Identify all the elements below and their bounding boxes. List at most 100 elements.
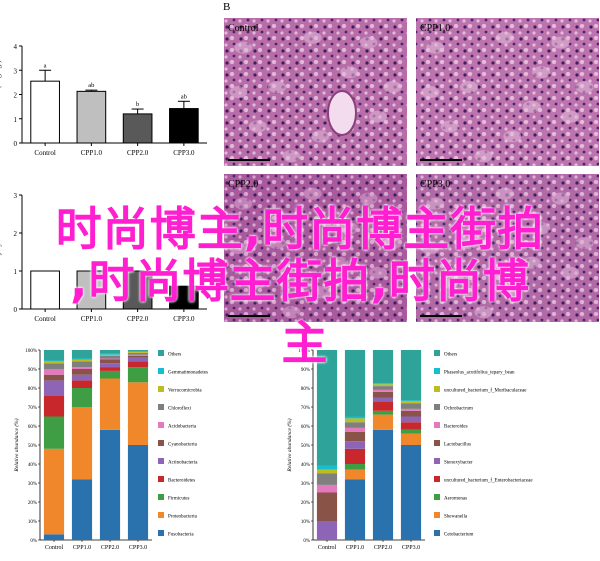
legend-swatch (434, 494, 440, 500)
legend-label: Gemmatimonadetes (168, 371, 208, 376)
bar (122, 113, 153, 144)
lipid-droplet (359, 36, 378, 49)
legend-label: Cetobacterium (444, 533, 474, 538)
stack-segment (43, 374, 65, 381)
stack-segment (43, 448, 65, 535)
lipid-droplet (229, 242, 248, 254)
legend-label: Aeromonas (444, 497, 467, 502)
significance-letter: ab (88, 82, 94, 89)
liver-injury-score-bar-chart: 0 1 2 3 Liver injury score Control CPP1.0 CPP2.… (0, 192, 207, 323)
genus-abundance-stacked-chart: 0% 10% 20% 30% 40% 50% 60% 70% 80% 90% 100% Relativ… (286, 349, 533, 551)
significance-letter: b (136, 101, 139, 108)
legend-swatch (434, 476, 440, 482)
legend-label: Others (168, 353, 181, 358)
lipid-droplet (421, 242, 440, 254)
legend-swatch (158, 368, 164, 374)
stack-segment (400, 403, 422, 409)
stack-segment (127, 355, 149, 358)
y-tick-label: 10% (28, 520, 37, 525)
x-tick-label: CPP1.0 (346, 545, 364, 551)
lipid-droplet (474, 150, 493, 163)
lipid-droplet (303, 187, 322, 200)
stack-segment (127, 354, 149, 356)
stack-segment (71, 380, 93, 388)
stack-segment (99, 350, 121, 354)
y-axis-label: Relative abundance (%) (13, 418, 20, 472)
y-tick-label: 0 (14, 140, 18, 148)
stack-segment (344, 350, 366, 417)
lipid-droplet (459, 81, 478, 94)
lipid-droplet (303, 31, 322, 44)
stack-segment (372, 410, 394, 415)
lipid-droplet (340, 66, 359, 79)
x-tick-label: CPP1.0 (81, 315, 103, 323)
stack-segment (71, 479, 93, 540)
legend-swatch (434, 458, 440, 464)
legend-swatch (158, 440, 164, 446)
y-axis-label: TAG of liver ( mg / g ) (0, 60, 2, 129)
stack-segment (99, 370, 121, 379)
stack-segment (344, 469, 366, 480)
x-tick-label: CPP2.0 (127, 149, 149, 157)
y-tick-label: 40% (28, 463, 37, 468)
lipid-droplet (575, 81, 594, 94)
x-tick-label: Control (318, 545, 337, 551)
stack-segment (372, 350, 394, 384)
micrograph-4: CPP3.0 (416, 174, 599, 322)
histology-micrographs: Control CPP1.0 CPP2.0 CPP3.0 (224, 18, 599, 322)
lipid-droplet (383, 81, 402, 94)
lipid-droplet (282, 306, 301, 319)
lipid-droplet (248, 120, 267, 133)
stack-segment (71, 361, 93, 368)
stack-segment (400, 350, 422, 401)
stack-segment (344, 441, 366, 449)
stack-segment (127, 445, 149, 540)
stack-segment (71, 358, 93, 360)
y-tick-label: 0% (303, 539, 310, 544)
lipid-droplet (495, 31, 514, 44)
legend-swatch (158, 476, 164, 482)
stack-segment (344, 422, 366, 428)
lipid-droplet (474, 306, 493, 319)
y-tick-label: 100% (298, 349, 310, 354)
micrograph-1: Control (224, 18, 407, 166)
stack-segment (400, 416, 422, 423)
lipid-droplet (522, 256, 541, 269)
legend-swatch (434, 440, 440, 446)
lipid-droplet (311, 130, 330, 143)
x-tick-label: CPP3.0 (173, 315, 195, 323)
legend-swatch (434, 368, 440, 374)
legend-label: uncultured_bacterium_f_Enterobacteriacea… (444, 479, 533, 484)
lipid-droplet (522, 100, 541, 113)
stack-segment (344, 431, 366, 442)
lipid-droplet (561, 266, 580, 279)
stack-segment (372, 401, 394, 411)
lipid-droplet (532, 222, 551, 235)
lipid-droplet (421, 86, 440, 98)
y-tick-label: 2 (14, 92, 18, 100)
stack-segment (400, 429, 422, 434)
stack-segment (43, 395, 65, 417)
stack-segment (372, 383, 394, 385)
stack-segment (43, 361, 65, 364)
bar (76, 90, 107, 144)
lipid-droplet (551, 192, 570, 205)
y-tick-label: 3 (14, 67, 18, 75)
stack-segment (71, 374, 93, 381)
panel-label-b: B (223, 1, 230, 13)
stack-segment (372, 414, 394, 430)
legend-swatch (158, 458, 164, 464)
y-tick-label: 0 (14, 306, 18, 314)
lipid-droplet (551, 36, 570, 49)
lipid-droplet (311, 286, 330, 299)
y-tick-label: 2 (14, 230, 18, 238)
legend-label: Ochrobactrum (444, 407, 473, 412)
stack-segment (43, 363, 65, 369)
x-tick-label: CPP3.0 (173, 149, 195, 157)
stack-segment (127, 350, 149, 352)
legend-swatch (158, 422, 164, 428)
stack-segment (344, 464, 366, 470)
legend-swatch (434, 404, 440, 410)
lipid-droplet (561, 110, 580, 123)
y-tick-label: 30% (28, 482, 37, 487)
